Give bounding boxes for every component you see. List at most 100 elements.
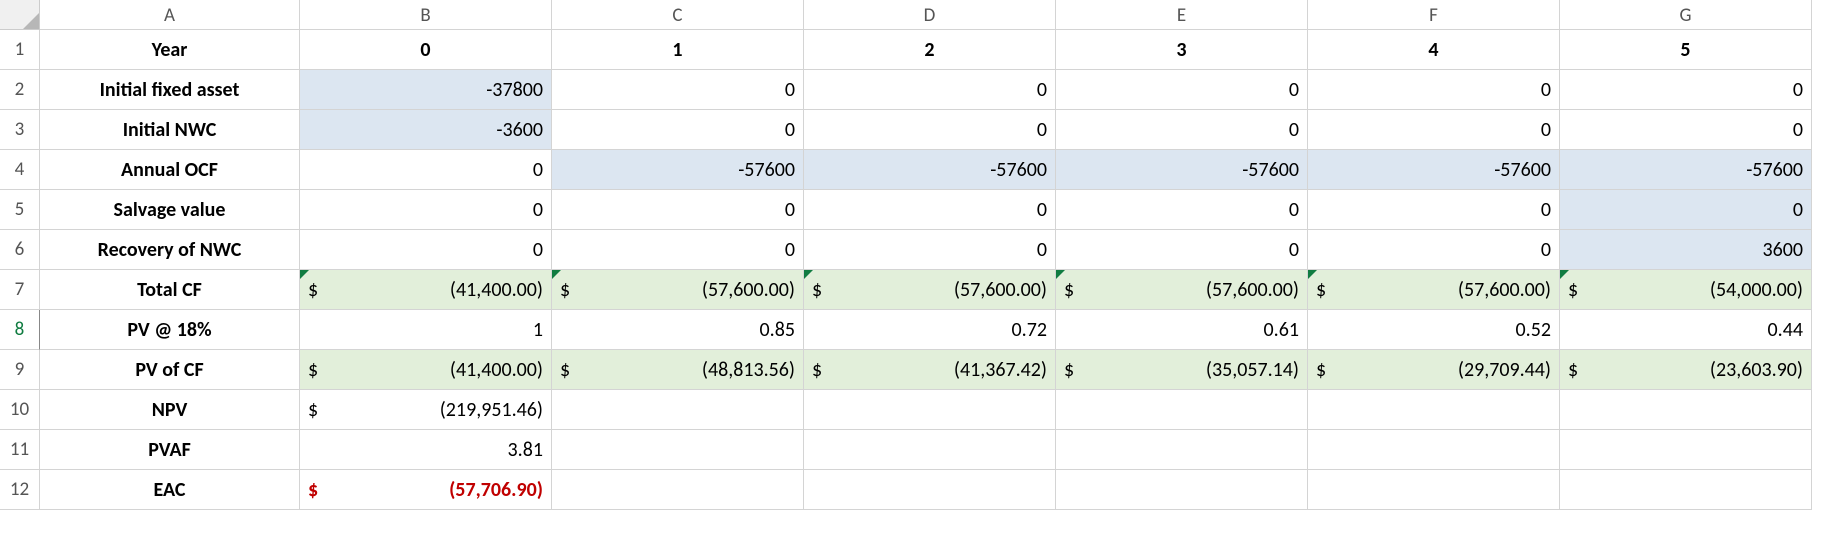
cell-initial-nwc-2[interactable]: 0 (804, 110, 1056, 150)
row-header-1[interactable]: 1 (0, 30, 40, 70)
cell-recovery-nwc-5[interactable]: 3600 (1560, 230, 1812, 270)
row-header-4[interactable]: 4 (0, 150, 40, 190)
row-label-r8: PV @ 18% (40, 310, 300, 350)
cell-empty-r12-4[interactable] (1308, 470, 1560, 510)
row-header-10[interactable]: 10 (0, 390, 40, 430)
cell-empty-r12-5[interactable] (1560, 470, 1812, 510)
cell-empty-r10-2[interactable] (804, 390, 1056, 430)
cell-recovery-nwc-3[interactable]: 0 (1056, 230, 1308, 270)
cell-year-1[interactable]: 1 (552, 30, 804, 70)
row-label-text: Initial fixed asset (100, 78, 240, 102)
cell-empty-r12-3[interactable] (1056, 470, 1308, 510)
cell-pv-factor-2[interactable]: 0.72 (804, 310, 1056, 350)
cell-recovery-nwc-2[interactable]: 0 (804, 230, 1056, 270)
cell-empty-r11-2[interactable] (804, 430, 1056, 470)
cell-initial-nwc-4[interactable]: 0 (1308, 110, 1560, 150)
cell-empty-r10-1[interactable] (552, 390, 804, 430)
row-header-8[interactable]: 8 (0, 310, 40, 350)
cell-initial-nwc-0[interactable]: -3600 (300, 110, 552, 150)
col-header-a[interactable]: A (40, 0, 300, 30)
cell-empty-r10-4[interactable] (1308, 390, 1560, 430)
row-label-text: PV @ 18% (127, 318, 211, 342)
cell-pv-of-cf-0[interactable]: $(41,400.00) (300, 350, 552, 390)
row-label-r11: PVAF (40, 430, 300, 470)
cell-pv-of-cf-5[interactable]: $(23,603.90) (1560, 350, 1812, 390)
cell-initial-fa-3[interactable]: 0 (1056, 70, 1308, 110)
cell-empty-r10-5[interactable] (1560, 390, 1812, 430)
cell-empty-r12-1[interactable] (552, 470, 804, 510)
cell-annual-ocf-5[interactable]: -57600 (1560, 150, 1812, 190)
row-label-r12: EAC (40, 470, 300, 510)
cell-empty-r12-2[interactable] (804, 470, 1056, 510)
col-header-e[interactable]: E (1056, 0, 1308, 30)
cell-pv-of-cf-4[interactable]: $(29,709.44) (1308, 350, 1560, 390)
row-label-text: Initial NWC (123, 118, 217, 142)
cell-pv-of-cf-1[interactable]: $(48,813.56) (552, 350, 804, 390)
cell-year-5[interactable]: 5 (1560, 30, 1812, 70)
row-header-3[interactable]: 3 (0, 110, 40, 150)
cell-pv-of-cf-3[interactable]: $(35,057.14) (1056, 350, 1308, 390)
cell-year-0[interactable]: 0 (300, 30, 552, 70)
cell-annual-ocf-1[interactable]: -57600 (552, 150, 804, 190)
cell-total-cf-0[interactable]: $(41,400.00) (300, 270, 552, 310)
col-header-g[interactable]: G (1560, 0, 1812, 30)
cell-initial-fa-4[interactable]: 0 (1308, 70, 1560, 110)
cell-annual-ocf-2[interactable]: -57600 (804, 150, 1056, 190)
cell-empty-r11-5[interactable] (1560, 430, 1812, 470)
col-header-c[interactable]: C (552, 0, 804, 30)
cell-empty-r11-4[interactable] (1308, 430, 1560, 470)
cell-empty-r11-1[interactable] (552, 430, 804, 470)
cell-empty-r10-3[interactable] (1056, 390, 1308, 430)
cell-year-4[interactable]: 4 (1308, 30, 1560, 70)
cell-year-3[interactable]: 3 (1056, 30, 1308, 70)
cell-initial-nwc-3[interactable]: 0 (1056, 110, 1308, 150)
cell-pv-factor-3[interactable]: 0.61 (1056, 310, 1308, 350)
cell-total-cf-5[interactable]: $(54,000.00) (1560, 270, 1812, 310)
cell-eac[interactable]: $(57,706.90) (300, 470, 552, 510)
cell-pvaf[interactable]: 3.81 (300, 430, 552, 470)
cell-initial-fa-1[interactable]: 0 (552, 70, 804, 110)
cell-recovery-nwc-1[interactable]: 0 (552, 230, 804, 270)
row-header-2[interactable]: 2 (0, 70, 40, 110)
cell-salvage-0[interactable]: 0 (300, 190, 552, 230)
cell-pv-factor-0[interactable]: 1 (300, 310, 552, 350)
cell-salvage-3[interactable]: 0 (1056, 190, 1308, 230)
row-header-9[interactable]: 9 (0, 350, 40, 390)
cell-initial-fa-0[interactable]: -37800 (300, 70, 552, 110)
cell-annual-ocf-4[interactable]: -57600 (1308, 150, 1560, 190)
cell-initial-fa-2[interactable]: 0 (804, 70, 1056, 110)
cell-total-cf-3[interactable]: $(57,600.00) (1056, 270, 1308, 310)
row-header-6[interactable]: 6 (0, 230, 40, 270)
cell-total-cf-1[interactable]: $(57,600.00) (552, 270, 804, 310)
row-header-5[interactable]: 5 (0, 190, 40, 230)
cell-salvage-2[interactable]: 0 (804, 190, 1056, 230)
row-header-12[interactable]: 12 (0, 470, 40, 510)
cell-recovery-nwc-4[interactable]: 0 (1308, 230, 1560, 270)
cell-npv[interactable]: $(219,951.46) (300, 390, 552, 430)
cell-pv-factor-1[interactable]: 0.85 (552, 310, 804, 350)
spreadsheet-grid[interactable]: ABCDEFG1Year0123452Initial fixed asset-3… (0, 0, 1812, 510)
cell-recovery-nwc-0[interactable]: 0 (300, 230, 552, 270)
cell-empty-r11-3[interactable] (1056, 430, 1308, 470)
cell-pv-factor-4[interactable]: 0.52 (1308, 310, 1560, 350)
cell-annual-ocf-3[interactable]: -57600 (1056, 150, 1308, 190)
cell-pv-of-cf-2[interactable]: $(41,367.42) (804, 350, 1056, 390)
cell-total-cf-4[interactable]: $(57,600.00) (1308, 270, 1560, 310)
cell-total-cf-2[interactable]: $(57,600.00) (804, 270, 1056, 310)
cell-pv-factor-5[interactable]: 0.44 (1560, 310, 1812, 350)
cell-annual-ocf-0[interactable]: 0 (300, 150, 552, 190)
row-header-11[interactable]: 11 (0, 430, 40, 470)
col-header-f[interactable]: F (1308, 0, 1560, 30)
cell-salvage-4[interactable]: 0 (1308, 190, 1560, 230)
cell-salvage-1[interactable]: 0 (552, 190, 804, 230)
row-label-r5: Salvage value (40, 190, 300, 230)
cell-initial-nwc-5[interactable]: 0 (1560, 110, 1812, 150)
select-all-corner[interactable] (0, 0, 40, 30)
cell-salvage-5[interactable]: 0 (1560, 190, 1812, 230)
cell-initial-fa-5[interactable]: 0 (1560, 70, 1812, 110)
col-header-b[interactable]: B (300, 0, 552, 30)
cell-year-2[interactable]: 2 (804, 30, 1056, 70)
row-header-7[interactable]: 7 (0, 270, 40, 310)
col-header-d[interactable]: D (804, 0, 1056, 30)
cell-initial-nwc-1[interactable]: 0 (552, 110, 804, 150)
